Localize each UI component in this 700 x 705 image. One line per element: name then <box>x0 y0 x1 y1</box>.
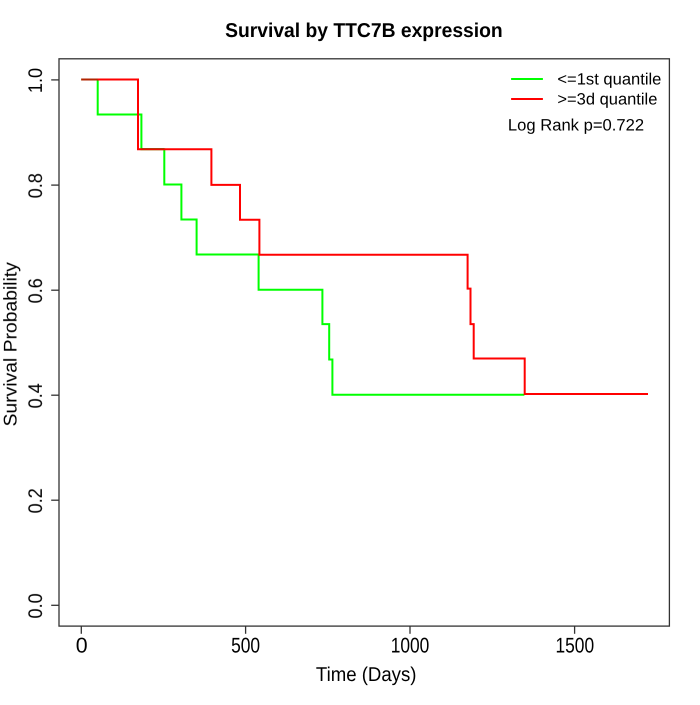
svg-text:0.6: 0.6 <box>24 278 46 303</box>
svg-text:Time (Days): Time (Days) <box>316 664 417 686</box>
svg-text:500: 500 <box>231 633 260 657</box>
svg-text:<=1st quantile: <=1st quantile <box>557 70 661 88</box>
svg-text:1000: 1000 <box>391 633 430 657</box>
svg-text:0.4: 0.4 <box>24 383 46 408</box>
svg-text:Log Rank p=0.722: Log Rank p=0.722 <box>508 117 644 135</box>
svg-text:1.0: 1.0 <box>24 68 46 93</box>
svg-text:1500: 1500 <box>556 633 595 657</box>
svg-text:0.0: 0.0 <box>24 593 46 618</box>
svg-text:Survival by TTC7B expression: Survival by TTC7B expression <box>225 20 503 42</box>
svg-text:>=3d quantile: >=3d quantile <box>557 90 657 108</box>
svg-text:Survival Probability: Survival Probability <box>1 262 21 426</box>
svg-text:0.8: 0.8 <box>24 173 46 198</box>
svg-text:0.2: 0.2 <box>24 488 46 513</box>
svg-text:0: 0 <box>76 633 88 657</box>
